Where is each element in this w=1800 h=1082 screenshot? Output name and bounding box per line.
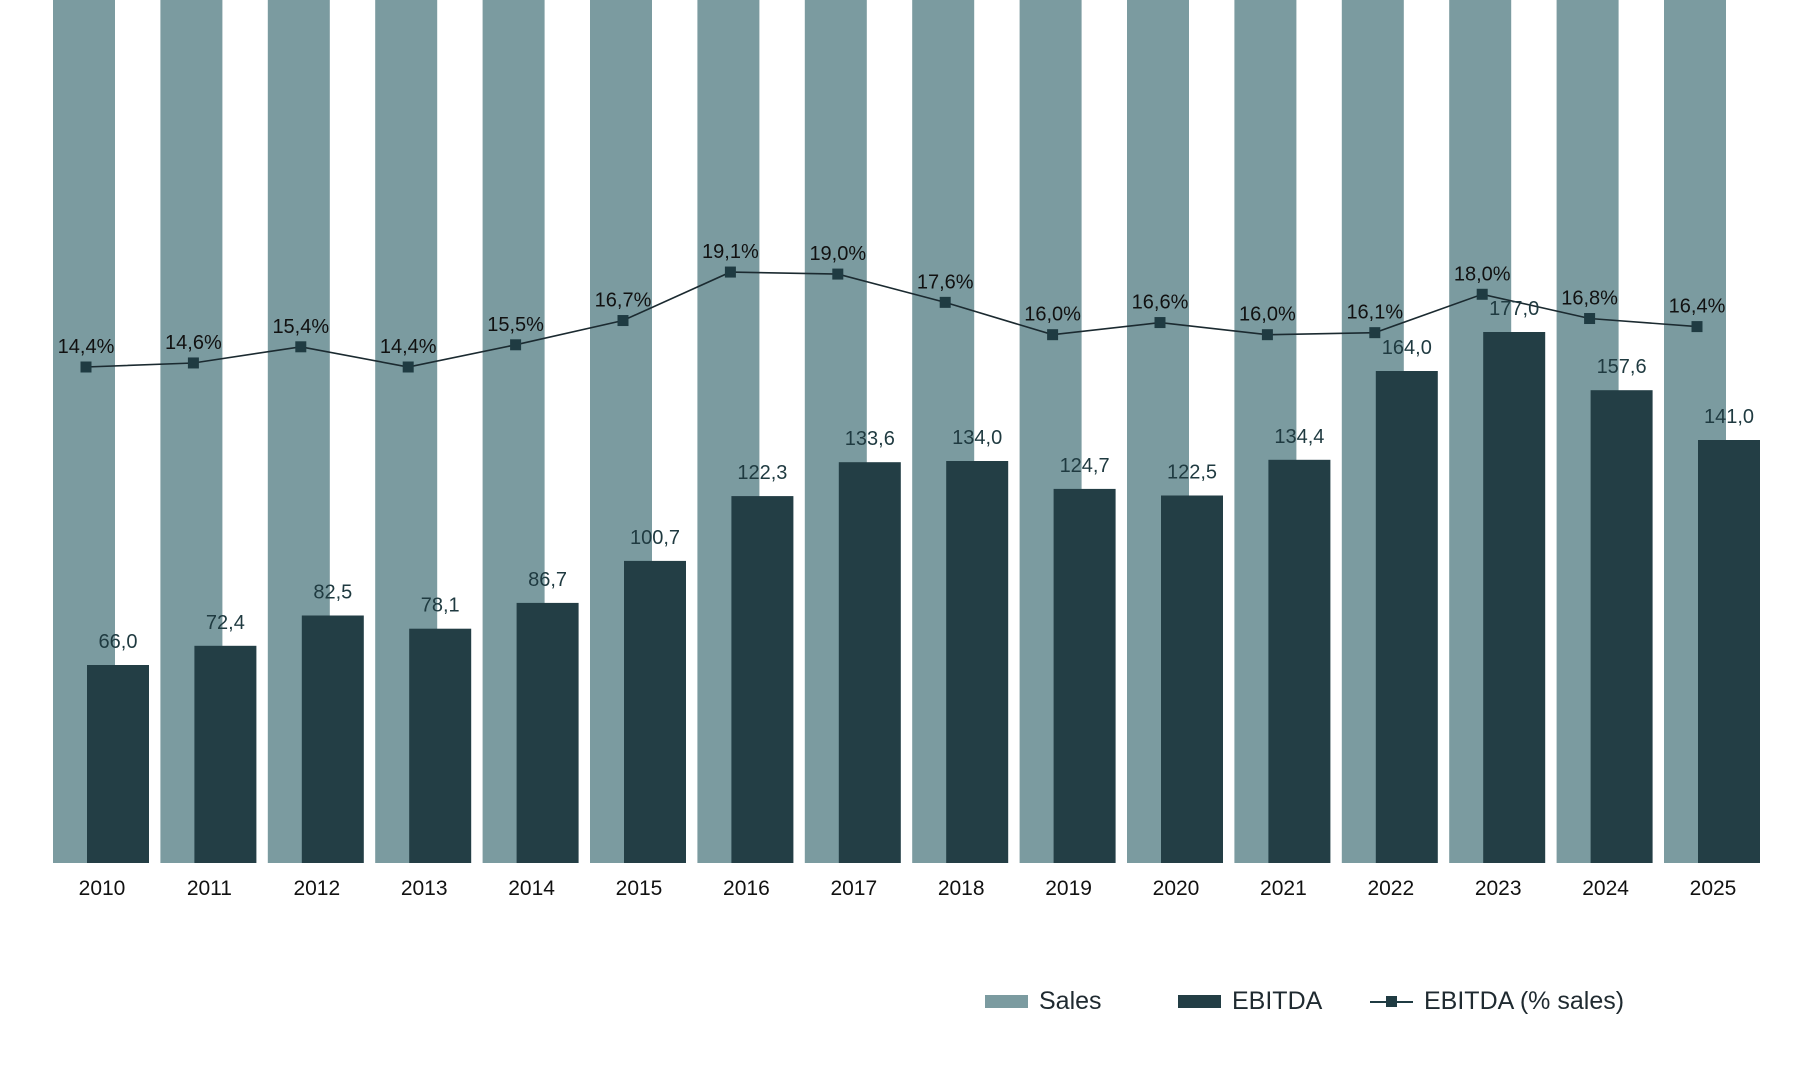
ebitda-bar-2022 [1375, 371, 1438, 863]
ebitda-label-2011: 72,4 [206, 612, 245, 634]
ebitda-label-2020: 122,5 [1167, 462, 1217, 484]
ebitda-pct-line-group [80, 266, 1703, 373]
ebitda-pct-marker-2019 [1047, 329, 1059, 341]
ebitda-pct-marker-2012 [295, 341, 307, 353]
ebitda-pct-label-2024: 16,8% [1561, 288, 1618, 310]
ebitda-pct-label-2017: 19,0% [809, 243, 866, 265]
ebitda-bar-2016 [731, 496, 794, 863]
ebitda-pct-marker-2024 [1584, 313, 1596, 325]
x-tick-label-2015: 2015 [616, 877, 663, 900]
ebitda-pct-marker-2016 [724, 266, 736, 278]
ebitda-label-2024: 157,6 [1597, 356, 1647, 378]
ebitda-pct-marker-2017 [832, 268, 844, 280]
ebitda-bar-2020 [1161, 495, 1223, 863]
ebitda-pct-marker-2025 [1691, 321, 1703, 333]
x-tick-label-2016: 2016 [723, 877, 770, 900]
ebitda-pct-marker-2011 [187, 357, 199, 369]
x-tick-label-2021: 2021 [1260, 877, 1307, 900]
x-tick-label-2017: 2017 [830, 877, 877, 900]
x-tick-label-2010: 2010 [79, 877, 126, 900]
ebitda-bar-2011 [194, 645, 257, 863]
ebitda-pct-label-2015: 16,7% [595, 290, 652, 312]
ebitda-bar-2021 [1268, 459, 1331, 863]
x-tick-label-2012: 2012 [293, 877, 340, 900]
ebitda-pct-marker-2023 [1476, 288, 1488, 300]
ebitda-pct-marker-2020 [1154, 317, 1166, 329]
ebitda-bar-2024 [1590, 390, 1653, 863]
ebitda-pct-label-2023: 18,0% [1454, 263, 1511, 285]
ebitda-pct-marker-2014 [510, 339, 522, 351]
ebitda-pct-label-2010: 14,4% [58, 336, 115, 358]
ebitda-label-2022: 164,0 [1382, 337, 1432, 359]
ebitda-pct-marker-2022 [1369, 327, 1381, 339]
ebitda-label-2013: 78,1 [421, 595, 460, 617]
ebitda-pct-label-2020: 16,6% [1132, 292, 1189, 314]
ebitda-pct-line [85, 271, 1698, 368]
ebitda-label-2016: 122,3 [737, 462, 787, 484]
ebitda-bar-2014 [516, 602, 579, 863]
x-tick-label-2023: 2023 [1475, 877, 1522, 900]
ebitda-pct-marker-2015 [617, 315, 629, 327]
ebitda-label-2012: 82,5 [313, 582, 352, 604]
ebitda-pct-label-2018: 17,6% [917, 271, 974, 293]
ebitda-label-2014: 86,7 [528, 569, 567, 591]
ebitda-bar-2023 [1483, 332, 1546, 863]
labels: 456,866,02010494,872,42011534,282,520125… [58, 241, 1754, 900]
x-tick-label-2020: 2020 [1153, 877, 1200, 900]
ebitda-bar-2018 [946, 461, 1009, 863]
ebitda-bar-2015 [624, 560, 686, 863]
ebitda-pct-label-2021: 16,0% [1239, 304, 1296, 326]
x-tick-label-2018: 2018 [938, 877, 985, 900]
x-tick-label-2014: 2014 [508, 877, 555, 900]
ebitda-pct-label-2025: 16,4% [1669, 296, 1726, 318]
ebitda-pct-label-2011: 14,6% [165, 332, 222, 354]
ebitda-bar-2012 [301, 615, 364, 863]
ebitda-bar-2010 [87, 665, 149, 863]
ebitda-bars [87, 332, 1760, 863]
ebitda-pct-label-2013: 14,4% [380, 336, 437, 358]
ebitda-pct-marker-2010 [80, 361, 92, 373]
ebitda-label-2019: 124,7 [1060, 455, 1110, 477]
ebitda-label-2017: 133,6 [845, 428, 895, 450]
ebitda-pct-marker-2013 [402, 361, 414, 373]
ebitda-pct-marker-2018 [939, 296, 951, 308]
x-tick-label-2019: 2019 [1045, 877, 1092, 900]
x-tick-label-2022: 2022 [1367, 877, 1414, 900]
ebitda-bar-2025 [1698, 440, 1760, 863]
ebitda-pct-label-2019: 16,0% [1024, 304, 1081, 326]
ebitda-bar-2017 [838, 462, 901, 863]
ebitda-bar-2019 [1053, 488, 1116, 863]
ebitda-label-2025: 141,0 [1704, 406, 1754, 428]
ebitda-label-2018: 134,0 [952, 427, 1002, 449]
ebitda-label-2021: 134,4 [1274, 426, 1324, 448]
x-tick-label-2013: 2013 [401, 877, 448, 900]
ebitda-pct-label-2022: 16,1% [1346, 302, 1403, 324]
x-tick-label-2024: 2024 [1582, 877, 1629, 900]
ebitda-pct-label-2012: 15,4% [272, 316, 329, 338]
ebitda-label-2015: 100,7 [630, 527, 680, 549]
ebitda-label-2023: 177,0 [1489, 298, 1539, 320]
ebitda-label-2010: 66,0 [99, 631, 138, 653]
ebitda-pct-marker-2021 [1261, 329, 1273, 341]
ebitda-pct-label-2016: 19,1% [702, 241, 759, 263]
x-tick-label-2025: 2025 [1690, 877, 1737, 900]
ebitda-bar-2013 [409, 628, 472, 863]
x-tick-label-2011: 2011 [187, 877, 232, 900]
ebitda-pct-label-2014: 15,5% [487, 314, 544, 336]
